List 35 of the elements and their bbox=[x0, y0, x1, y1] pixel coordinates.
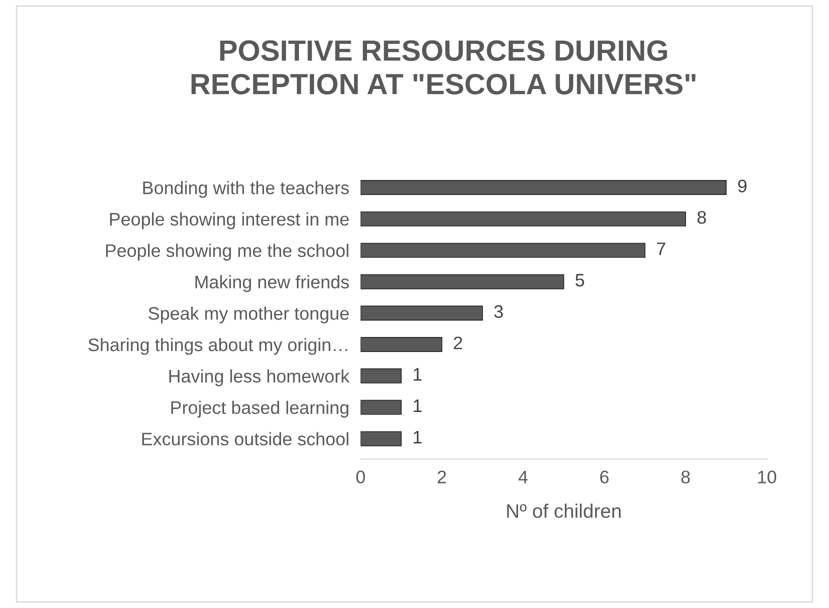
y-tick-label: People showing interest in me bbox=[110, 212, 349, 230]
bar bbox=[360, 400, 402, 415]
data-label: 2 bbox=[454, 336, 462, 350]
data-label: 1 bbox=[414, 368, 422, 381]
data-label: 1 bbox=[414, 400, 422, 412]
data-label: 7 bbox=[657, 242, 666, 255]
y-tick-label: Having less homework bbox=[169, 369, 350, 386]
chart-title: POSITIVE RESOURCES DURING RECEPTION AT "ESCOLA UNIVERS" bbox=[192, 40, 696, 94]
y-tick-label: Bonding with the teachers bbox=[143, 180, 349, 198]
bar bbox=[360, 180, 727, 196]
x-tick-label: 4 bbox=[518, 470, 528, 484]
bar bbox=[360, 431, 402, 446]
x-tick-label: 8 bbox=[681, 470, 690, 484]
data-label: 5 bbox=[576, 274, 584, 287]
data-label: 8 bbox=[697, 210, 706, 224]
bar bbox=[360, 211, 686, 226]
y-tick-label: Sharing things about my origin… bbox=[88, 338, 348, 355]
data-label: 3 bbox=[494, 305, 503, 318]
x-tick-label: 0 bbox=[356, 470, 365, 484]
bar bbox=[360, 368, 402, 384]
x-tick-label: 2 bbox=[438, 470, 446, 484]
y-tick-label: Making new friends bbox=[195, 275, 349, 292]
y-tick-label: People showing me the school bbox=[106, 244, 348, 261]
bar bbox=[360, 274, 564, 290]
bar bbox=[360, 306, 483, 321]
bar bbox=[360, 337, 442, 352]
x-tick-label: 10 bbox=[758, 470, 776, 484]
y-tick-label: Project based learning bbox=[171, 400, 348, 418]
bar bbox=[360, 242, 646, 258]
x-axis-title: Nº of children bbox=[507, 504, 621, 518]
y-tick-label: Speak my mother tongue bbox=[148, 306, 349, 324]
y-tick-label: Excursions outside school bbox=[142, 432, 348, 446]
x-tick-label: 6 bbox=[600, 470, 609, 484]
data-label: 9 bbox=[738, 180, 746, 192]
data-label: 1 bbox=[414, 430, 422, 444]
